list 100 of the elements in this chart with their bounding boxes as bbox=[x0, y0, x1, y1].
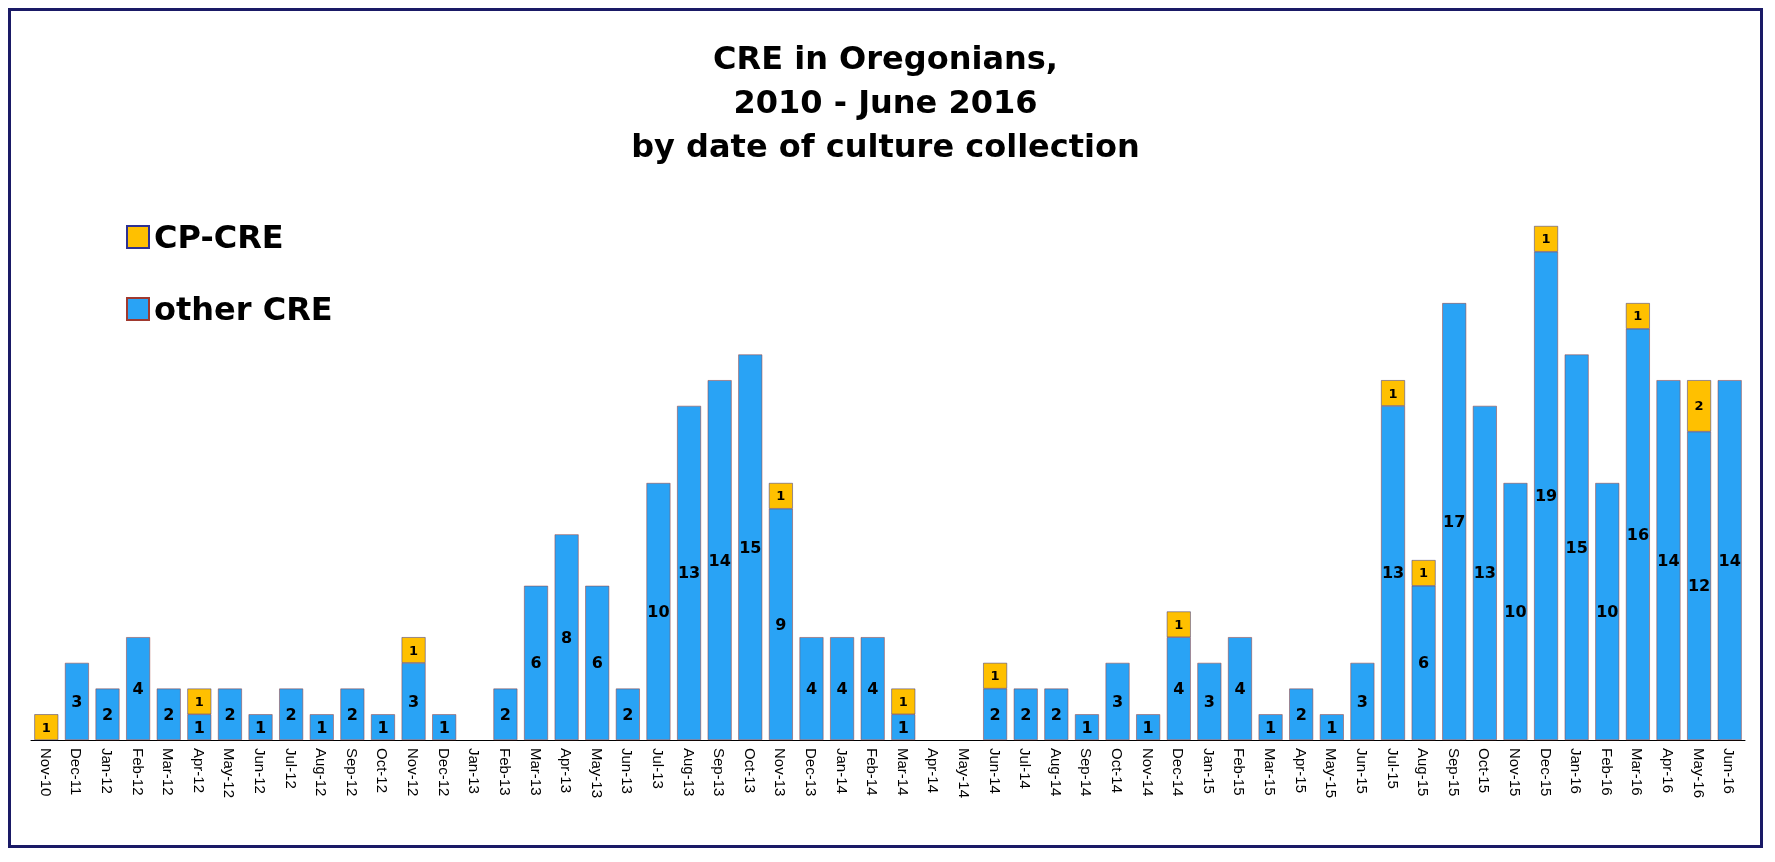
bar bbox=[340, 688, 365, 740]
bar bbox=[768, 483, 793, 509]
bar bbox=[1595, 483, 1620, 740]
bar bbox=[187, 714, 212, 740]
bar bbox=[371, 714, 395, 740]
data-label: 13 bbox=[677, 563, 701, 583]
data-label: 15 bbox=[1565, 537, 1588, 557]
data-label: 4 bbox=[836, 679, 848, 699]
legend-label: CP-CRE bbox=[154, 218, 284, 256]
x-tick-label: Oct-12 bbox=[374, 748, 392, 794]
data-label: 2 bbox=[989, 704, 1001, 724]
bar bbox=[187, 688, 212, 715]
x-tick-label: May-12 bbox=[221, 748, 239, 799]
x-tick-label: Aug-15 bbox=[1415, 748, 1433, 797]
data-label: 1 bbox=[1326, 717, 1338, 737]
data-label: 14 bbox=[1657, 550, 1680, 570]
data-label: 2 bbox=[622, 704, 634, 724]
data-label: 16 bbox=[1626, 524, 1650, 544]
x-tick-label: Jan-14 bbox=[833, 748, 851, 794]
x-tick-label: May-15 bbox=[1323, 748, 1341, 799]
bar bbox=[646, 483, 671, 740]
data-label: 6 bbox=[1418, 653, 1430, 673]
x-tick-label: Nov-10 bbox=[37, 748, 55, 797]
bar bbox=[34, 714, 59, 740]
bar bbox=[1564, 354, 1589, 740]
data-label: 2 bbox=[1694, 398, 1704, 414]
bar bbox=[401, 662, 426, 740]
x-tick-label: Sep-12 bbox=[343, 748, 361, 797]
x-tick-label: Jun-14 bbox=[986, 748, 1004, 794]
bar bbox=[1687, 380, 1712, 432]
x-tick-label: Jan-13 bbox=[466, 748, 484, 794]
bar bbox=[1411, 585, 1436, 740]
data-label: 1 bbox=[194, 693, 204, 709]
data-label: 6 bbox=[530, 653, 542, 673]
bar bbox=[891, 688, 916, 715]
data-label: 14 bbox=[708, 550, 731, 570]
bar bbox=[1411, 560, 1436, 586]
bar bbox=[1105, 662, 1130, 740]
bar bbox=[860, 637, 885, 740]
bar bbox=[1717, 380, 1742, 740]
x-tick-label: Jun-16 bbox=[1721, 748, 1739, 794]
x-tick-label: Dec-12 bbox=[435, 748, 453, 797]
data-label: 17 bbox=[1443, 512, 1466, 532]
data-label: 3 bbox=[71, 691, 83, 711]
bar bbox=[830, 637, 855, 740]
x-tick-label: Oct-14 bbox=[1109, 748, 1127, 794]
x-tick-label: Feb-16 bbox=[1598, 748, 1616, 796]
bar bbox=[1228, 637, 1252, 740]
bar bbox=[677, 405, 701, 740]
x-tick-label: Apr-15 bbox=[1292, 748, 1310, 794]
x-tick-label: Apr-12 bbox=[190, 748, 208, 794]
x-tick-label: Mar-15 bbox=[1262, 748, 1280, 796]
bar bbox=[1044, 688, 1069, 740]
x-tick-label: Jul-14 bbox=[1017, 748, 1035, 789]
x-tick-label: Jul-12 bbox=[282, 748, 300, 789]
data-label: 19 bbox=[1534, 486, 1558, 506]
x-tick-label: Mar-13 bbox=[527, 748, 545, 796]
x-tick-label: Jun-15 bbox=[1353, 748, 1371, 794]
x-tick-label: Sep-15 bbox=[1445, 748, 1463, 797]
bar bbox=[126, 637, 151, 740]
data-label: 1 bbox=[41, 719, 51, 735]
x-tick-label: Sep-13 bbox=[711, 748, 729, 797]
x-tick-label: Apr-13 bbox=[558, 748, 576, 794]
bar bbox=[524, 585, 548, 740]
bar bbox=[309, 714, 334, 740]
x-tick-label: Feb-13 bbox=[496, 748, 514, 796]
data-label: 3 bbox=[1356, 691, 1368, 711]
data-label: 1 bbox=[898, 693, 908, 709]
bar bbox=[1136, 714, 1161, 740]
data-label: 3 bbox=[1203, 691, 1215, 711]
bar bbox=[1503, 483, 1528, 740]
x-tick-label: Jan-12 bbox=[99, 748, 117, 794]
x-tick-label: Jun-13 bbox=[619, 748, 637, 794]
data-label: 1 bbox=[316, 717, 328, 737]
x-tick-label: Nov-14 bbox=[1139, 748, 1157, 797]
data-label: 1 bbox=[377, 717, 389, 737]
data-label: 4 bbox=[132, 679, 144, 699]
data-label: 1 bbox=[1174, 616, 1184, 632]
x-tick-label: Oct-13 bbox=[741, 748, 759, 794]
data-label: 4 bbox=[1173, 679, 1185, 699]
bar bbox=[799, 637, 824, 740]
x-tick-label: Nov-12 bbox=[405, 748, 423, 797]
bar bbox=[615, 688, 640, 740]
data-label: 1 bbox=[1265, 717, 1277, 737]
bar bbox=[401, 637, 426, 663]
chart-title: CRE in Oregonians, 2010 - June 2016 by date of culture collection bbox=[631, 39, 1140, 165]
bar bbox=[1687, 431, 1712, 740]
data-label: 4 bbox=[867, 679, 879, 699]
x-tick-label: Aug-12 bbox=[313, 748, 331, 797]
bar bbox=[1319, 714, 1344, 740]
data-label: 14 bbox=[1718, 550, 1741, 570]
data-label: 1 bbox=[776, 488, 786, 504]
legend-label: other CRE bbox=[154, 290, 333, 328]
bar bbox=[493, 688, 518, 740]
data-label: 2 bbox=[285, 704, 297, 724]
data-label: 1 bbox=[1419, 565, 1429, 581]
x-tick-label: Aug-14 bbox=[1047, 748, 1065, 797]
x-tick-label: Feb-15 bbox=[1231, 748, 1249, 796]
bar bbox=[738, 354, 763, 740]
data-label: 10 bbox=[1596, 602, 1619, 621]
